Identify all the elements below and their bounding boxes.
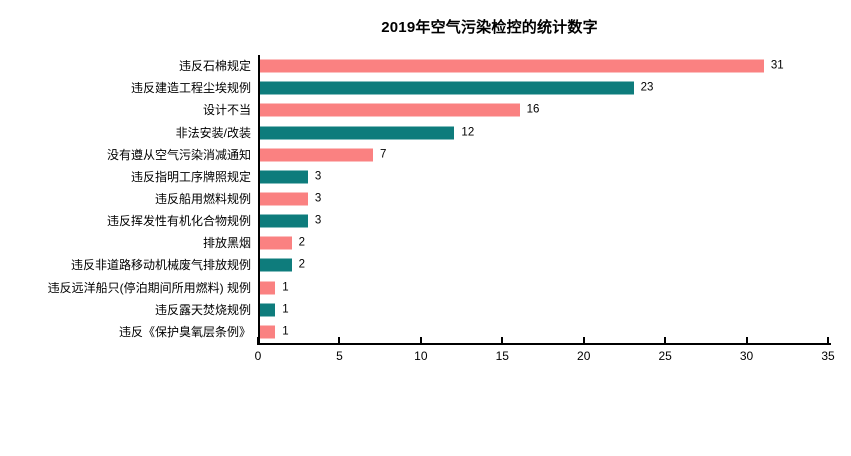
bar-track: 7 [259,144,831,166]
bar-track: 2 [259,254,831,276]
category-label: 违反露天焚烧规例 [154,302,251,317]
value-label: 12 [461,125,475,138]
value-label: 3 [314,170,322,183]
bar [259,281,276,295]
category-label: 违反《保护臭氧层条例》 [118,324,251,339]
category-label: 违反建造工程尘埃规例 [130,81,251,96]
bar-row: 违反非道路移动机械废气排放规例 2 [8,254,831,276]
category-label: 违反指明工序牌照规定 [130,169,251,184]
value-label: 1 [282,303,289,316]
value-label: 1 [282,280,289,293]
x-tick-label: 25 [658,349,672,363]
bar [259,103,520,117]
category-label: 设计不当 [202,103,251,118]
bar-track: 2 [259,232,831,254]
category-label: 排放黑烟 [202,236,251,251]
value-label: 1 [282,325,289,338]
bar [259,59,764,73]
value-label: 23 [640,81,654,94]
bar-track: 1 [259,277,831,299]
category-label: 没有遵从空气污染消减通知 [106,147,251,162]
bar [259,303,276,317]
x-tick-label: 30 [739,349,754,363]
bar-row: 违反挥发性有机化合物规例 3 [8,210,831,232]
bar [259,81,634,95]
x-axis-line [258,343,831,345]
bar [259,192,308,206]
bar-row: 违反建造工程尘埃规例 23 [8,77,831,99]
category-label: 违反船用燃料规例 [154,192,251,207]
x-tick-label: 5 [336,349,343,363]
bar-row: 违反露天焚烧规例 1 [8,299,831,321]
bar-row: 违反指明工序牌照规定 3 [8,166,831,188]
value-label: 7 [380,147,387,160]
bar [259,148,373,162]
category-label: 违反非道路移动机械废气排放规例 [70,258,251,273]
bar-track: 1 [259,321,831,343]
x-tick-label: 20 [577,349,591,363]
bar-row: 设计不当 16 [8,99,831,121]
category-label: 非法安装/改装 [175,125,251,140]
x-tick-label: 10 [414,349,428,363]
bar-track: 3 [259,188,831,210]
x-tick-label: 35 [821,349,835,363]
value-label: 2 [298,258,305,271]
chart-title: 2019年空气污染检控的统计数字 [381,19,598,36]
bar [259,214,308,228]
bar [259,126,455,140]
value-label: 3 [314,192,322,205]
x-tick-label: 0 [254,349,262,363]
bar-row: 没有遵从空气污染消减通知 7 [8,144,831,166]
bar [259,325,276,339]
bar-track: 3 [259,166,831,188]
bar-track: 16 [259,99,831,121]
category-label: 违反石棉规定 [178,59,251,74]
x-tick-label: 15 [495,349,509,363]
bar-track: 31 [259,55,831,77]
value-label: 31 [770,59,784,72]
plot-area: 违反石棉规定 31 违反建造工程尘埃规例 23 设计不当 16 非法安装/改装 12 没有遵从空… [8,55,831,343]
value-label: 2 [298,236,305,249]
bar-row: 排放黑烟 2 [8,232,831,254]
bar-row: 违反远洋船只(停泊期间所用燃料) 规例 1 [8,277,831,299]
bar-row: 违反船用燃料规例 3 [8,188,831,210]
bar-track: 23 [259,77,831,99]
category-label: 违反远洋船只(停泊期间所用燃料) 规例 [47,280,251,295]
bar-row: 违反石棉规定 31 [8,55,831,77]
category-label: 违反挥发性有机化合物规例 [106,214,251,229]
bar-track: 12 [259,121,831,143]
y-axis-line [258,55,260,345]
bar-row: 非法安装/改装 12 [8,121,831,143]
value-label: 3 [314,214,322,227]
bar [259,236,292,250]
bar-row: 违反《保护臭氧层条例》 1 [8,321,831,343]
value-label: 16 [526,103,540,116]
bar [259,170,308,184]
bar-track: 1 [259,299,831,321]
bar-track: 3 [259,210,831,232]
bar [259,258,292,272]
